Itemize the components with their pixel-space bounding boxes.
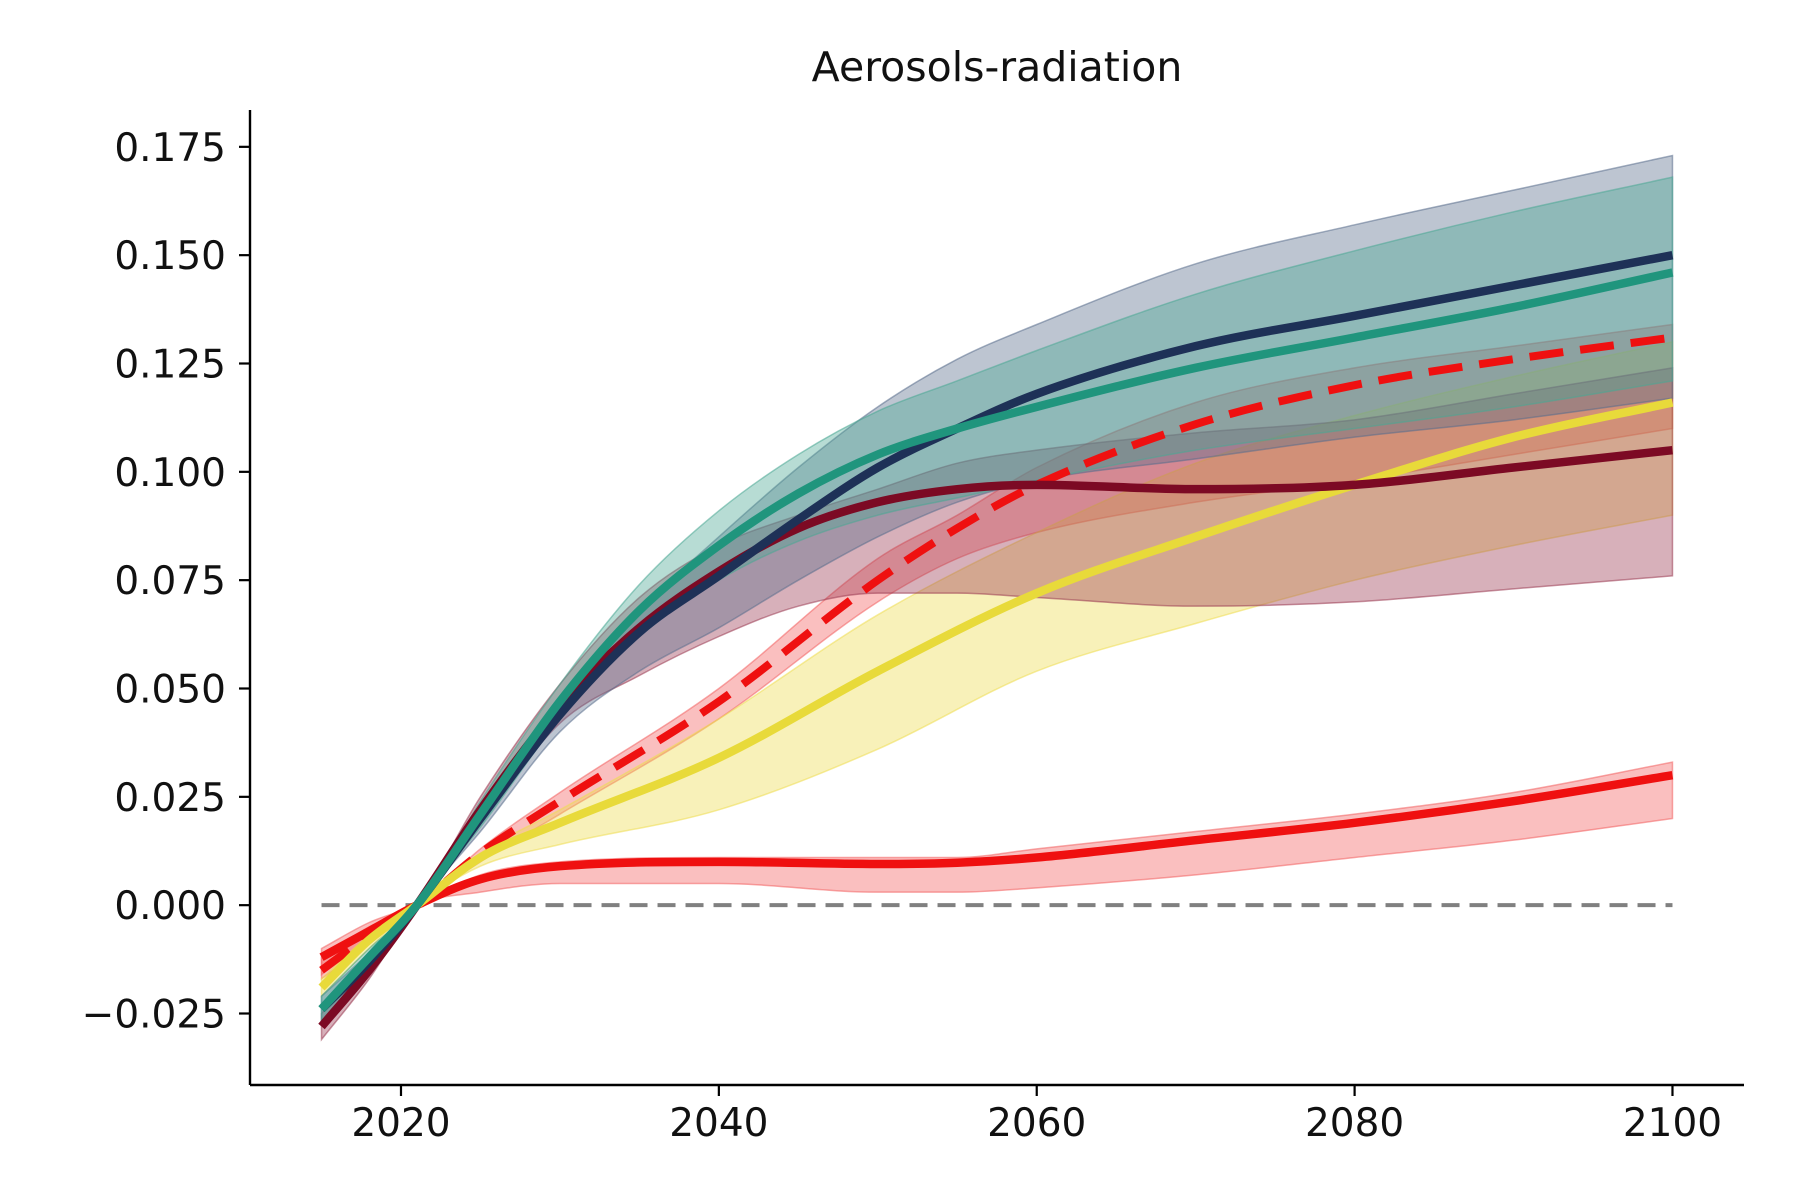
uncertainty-band-1 (320, 761, 1674, 976)
y-tick-label: 0.025 (114, 776, 226, 821)
series-lines (318, 250, 1674, 1030)
x-tick-label: 2020 (351, 1101, 450, 1146)
series-line-6 (318, 268, 1674, 1013)
chart-title: Aerosols-radiation (812, 43, 1183, 91)
y-tick-label: 0.125 (114, 343, 226, 388)
y-tick-label: 0.000 (114, 884, 226, 929)
axes (248, 110, 1744, 1087)
y-tick-label: 0.050 (114, 668, 226, 713)
y-tick-label: 0.150 (114, 234, 226, 279)
y-tick-label: 0.100 (114, 451, 226, 496)
x-tick-label: 2060 (987, 1101, 1086, 1146)
x-tick-label: 2040 (669, 1101, 768, 1146)
y-tick-label: −0.025 (82, 993, 226, 1038)
x-tick-label: 2100 (1623, 1101, 1722, 1146)
x-axis-ticks: 2020 2040 2060 2080 2100 (351, 1085, 1722, 1146)
y-tick-label: 0.075 (114, 559, 226, 604)
y-axis-ticks: −0.025 0.000 0.025 0.050 0.075 0.100 0.125 0.15… (82, 126, 250, 1038)
series-line-1 (319, 770, 1674, 961)
series-line-3 (318, 398, 1674, 991)
y-tick-label: 0.175 (114, 126, 226, 171)
x-tick-label: 2080 (1305, 1101, 1404, 1146)
